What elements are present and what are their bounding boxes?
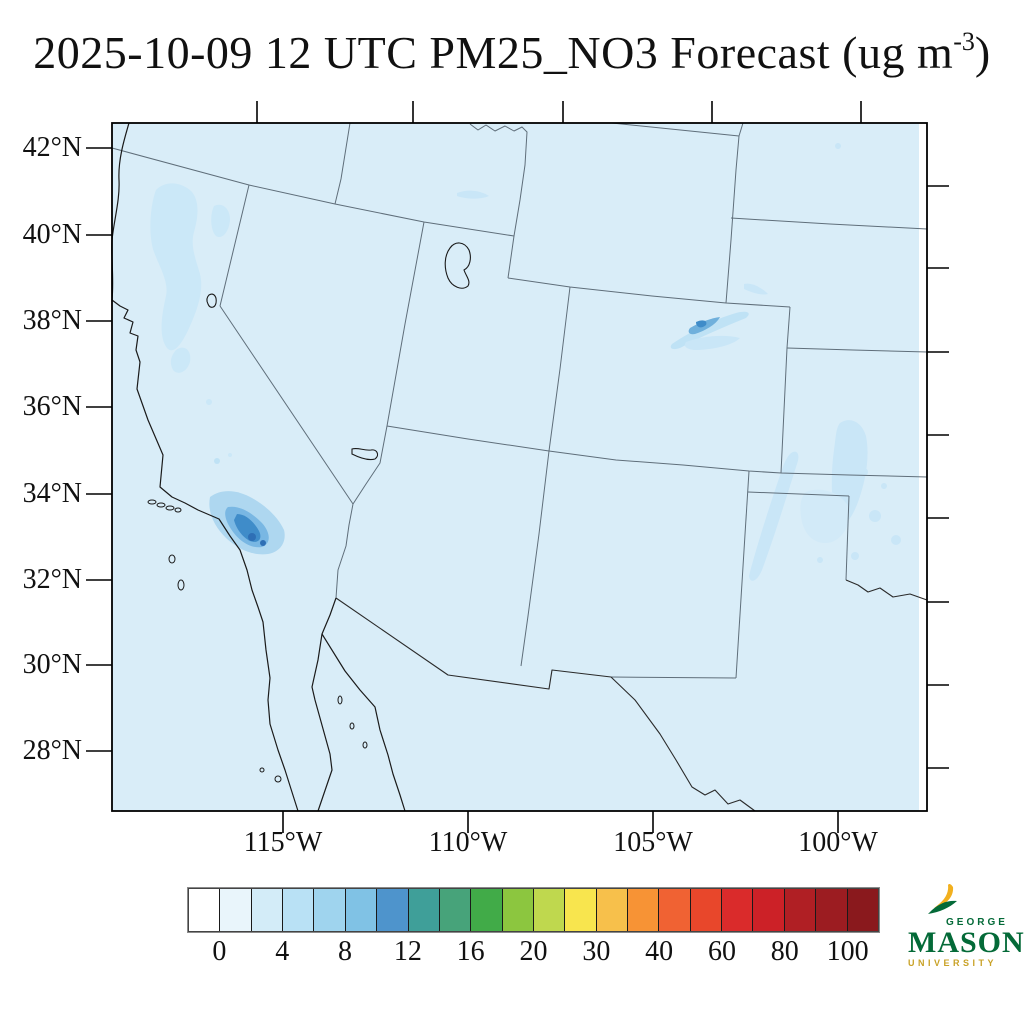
lake-tahoe <box>206 293 217 308</box>
colorbar-tick-label: 100 <box>826 936 869 967</box>
international-border <box>335 579 928 812</box>
university-logo: GEORGE MASON UNIVERSITY <box>902 884 1024 976</box>
state-borders <box>111 122 928 679</box>
colorbar-cell <box>314 889 346 931</box>
colorbar-cell <box>220 889 252 931</box>
colorbar-cell <box>816 889 848 931</box>
colorbar-tick-label: 60 <box>707 936 736 967</box>
colorbar-cell <box>784 889 817 931</box>
colorbar-cell <box>377 889 409 931</box>
latitude-ticks-right <box>927 185 949 769</box>
lat-label: 38°N <box>22 305 82 336</box>
title-close: ) <box>974 27 991 78</box>
plume-wyoming-streak <box>457 190 768 295</box>
colorbar-cell <box>408 889 440 931</box>
colorbar-tick-label: 4 <box>275 936 290 967</box>
colorbar-cell <box>251 889 284 931</box>
latitude-ticks-left <box>86 147 112 752</box>
colorbar-cell <box>471 889 503 931</box>
plume-nevada-sierra <box>150 183 232 457</box>
colorbar-cell <box>439 889 472 931</box>
colorbar-cell <box>753 889 785 931</box>
longitude-ticks-bottom <box>282 811 839 833</box>
colorbar-tick-label: 0 <box>212 936 227 967</box>
colorbar-cell <box>533 889 566 931</box>
longitude-ticks-top <box>256 101 862 123</box>
lake-mead <box>351 447 379 461</box>
logo-george-text: GEORGE <box>946 917 1008 928</box>
colorbar <box>187 887 880 933</box>
colorbar-tick-label: 80 <box>770 936 799 967</box>
colorbar-tick-label: 12 <box>393 936 422 967</box>
data-domain-edge <box>919 123 927 811</box>
lon-label: 115°W <box>243 827 323 858</box>
colorbar-cell <box>628 889 660 931</box>
lon-label: 100°W <box>798 827 878 858</box>
logo-university-text: UNIVERSITY <box>908 958 998 968</box>
flame-icon <box>928 884 957 914</box>
great-salt-lake <box>444 242 471 289</box>
colorbar-cell <box>690 889 723 931</box>
lat-label: 32°N <box>22 564 82 595</box>
colorbar-cell <box>847 889 878 931</box>
page-title: 2025-10-09 12 UTC PM25_NO3 Forecast (ug … <box>0 26 1024 79</box>
colorbar-cell <box>189 889 221 931</box>
colorbar-cell <box>722 889 754 931</box>
plume-southern-california <box>209 458 285 555</box>
map-base-field <box>112 123 927 811</box>
lat-label: 40°N <box>22 219 82 250</box>
title-exponent: -3 <box>953 27 975 56</box>
lat-label: 42°N <box>22 132 82 163</box>
colorbar-tick-label: 16 <box>456 936 485 967</box>
lat-label: 34°N <box>22 478 82 509</box>
colorbar-cell <box>659 889 691 931</box>
lon-label: 110°W <box>428 827 508 858</box>
plume-kansas-panhandle <box>749 143 901 581</box>
colorbar-cell <box>345 889 378 931</box>
colorbar-cell <box>565 889 597 931</box>
colorbar-cell <box>502 889 534 931</box>
colorbar-tick-label: 20 <box>519 936 548 967</box>
colorbar-cell <box>283 889 315 931</box>
colorbar-tick-label: 8 <box>338 936 353 967</box>
colorbar-tick-label: 40 <box>645 936 674 967</box>
lat-label: 28°N <box>22 735 82 766</box>
lakes <box>206 242 471 461</box>
lon-label: 105°W <box>613 827 693 858</box>
channel-islands <box>147 499 368 783</box>
logo-mason-text: MASON <box>908 926 1024 959</box>
map-frame <box>111 122 928 812</box>
colorbar-cell <box>596 889 629 931</box>
plume-colorado <box>670 311 749 350</box>
lat-label: 36°N <box>22 391 82 422</box>
title-main: 2025-10-09 12 UTC PM25_NO3 Forecast (ug … <box>33 27 954 78</box>
colorbar-tick-label: 30 <box>582 936 611 967</box>
lat-label: 30°N <box>22 649 82 680</box>
